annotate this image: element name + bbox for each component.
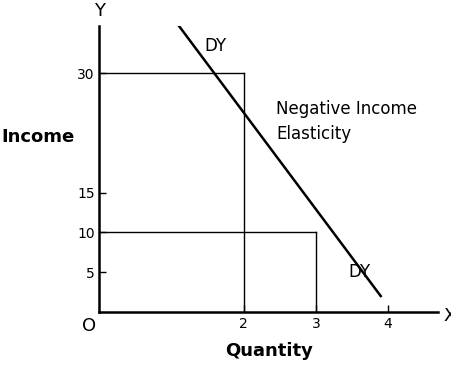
Text: Income: Income [1,128,74,146]
Text: DY: DY [348,263,369,281]
Text: Negative Income
Elasticity: Negative Income Elasticity [276,99,416,143]
Text: Y: Y [94,2,105,20]
Text: DY: DY [203,37,226,55]
Text: O: O [81,317,96,335]
Text: X: X [442,307,451,325]
X-axis label: Quantity: Quantity [225,342,312,360]
